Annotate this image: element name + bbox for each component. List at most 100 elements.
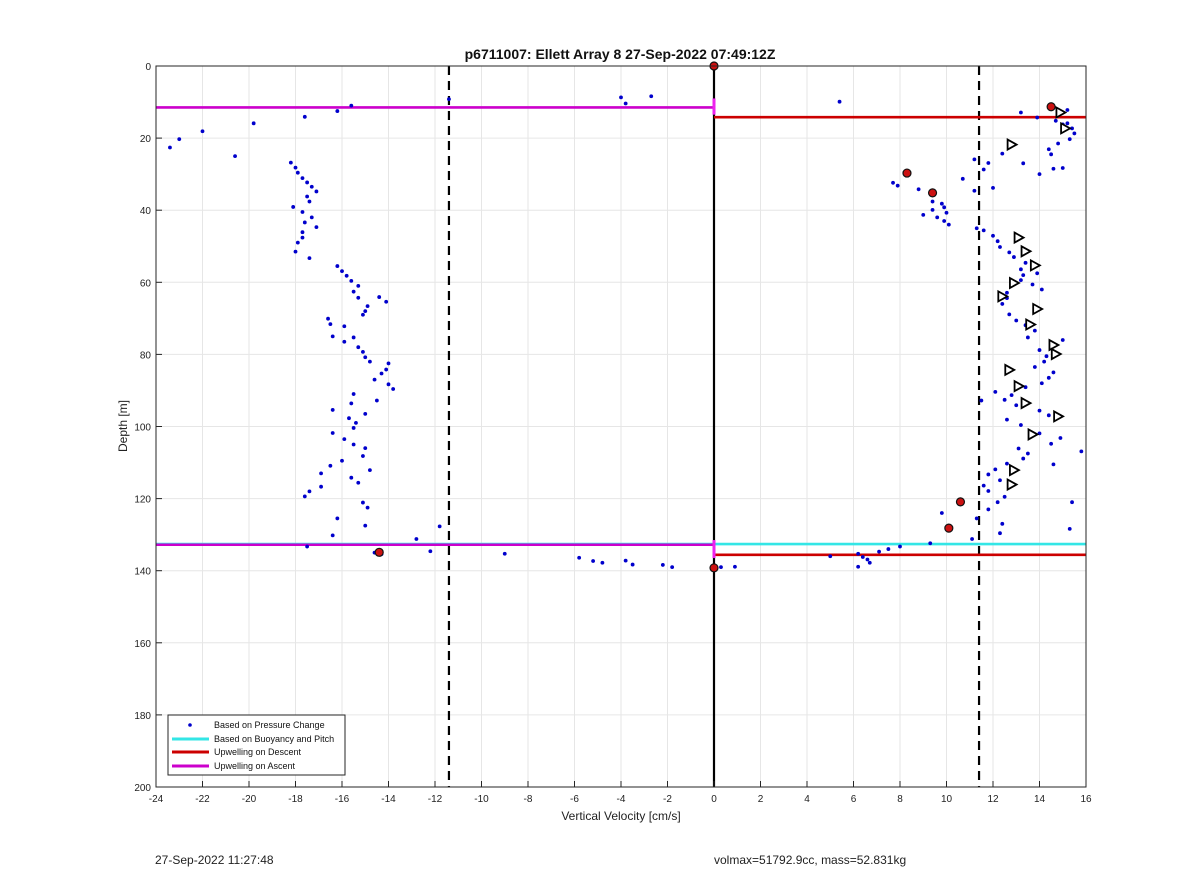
pressure-point bbox=[837, 99, 842, 104]
red-marker bbox=[902, 168, 912, 178]
pressure-point bbox=[335, 264, 340, 268]
triangle-marker bbox=[1032, 302, 1045, 316]
pressure-point bbox=[998, 531, 1002, 536]
pressure-point bbox=[351, 392, 356, 396]
pressure-point bbox=[981, 228, 986, 233]
triangle-marker bbox=[1053, 409, 1065, 423]
red-marker bbox=[927, 188, 938, 198]
pressure-point bbox=[1030, 282, 1035, 287]
pressure-point bbox=[363, 523, 368, 528]
pressure-point bbox=[895, 183, 900, 188]
pressure-point bbox=[891, 180, 895, 185]
pressure-point bbox=[828, 554, 833, 559]
pressure-point bbox=[939, 511, 944, 515]
y-tick-label: 200 bbox=[134, 783, 151, 794]
pressure-point bbox=[649, 94, 654, 99]
pressure-point bbox=[1046, 147, 1051, 152]
pressure-point bbox=[865, 557, 870, 562]
pressure-point bbox=[1012, 255, 1016, 259]
pressure-point bbox=[307, 489, 312, 494]
triangle-marker bbox=[1050, 347, 1063, 361]
triangle-marker bbox=[1006, 478, 1019, 492]
pressure-point bbox=[168, 145, 172, 150]
pressure-point bbox=[946, 222, 951, 227]
pressure-point bbox=[995, 239, 1000, 244]
pressure-point bbox=[300, 210, 305, 214]
pressure-point bbox=[365, 505, 370, 510]
y-tick-label: 20 bbox=[140, 134, 152, 145]
pressure-point bbox=[1019, 423, 1023, 427]
pressure-point bbox=[991, 233, 995, 238]
legend-label-buoyancy: Based on Buoyancy and Pitch bbox=[214, 734, 334, 744]
pressure-point bbox=[1000, 521, 1005, 526]
pressure-point bbox=[351, 426, 356, 430]
pressure-point bbox=[344, 273, 349, 278]
pressure-point bbox=[970, 537, 974, 541]
x-axis-ticks: -24 -22 -20 -18 -16 -14 -12 -10 -8 -6 -4 -2 0 2 4 6 8 10 1… bbox=[149, 781, 1092, 805]
y-tick-label: 40 bbox=[140, 206, 152, 217]
pressure-point bbox=[974, 226, 979, 231]
pressure-point bbox=[305, 180, 310, 185]
x-tick-label: 14 bbox=[1034, 794, 1046, 805]
pressure-point bbox=[356, 345, 361, 350]
triangle-marker bbox=[1013, 379, 1026, 393]
pressure-point bbox=[1025, 451, 1030, 456]
pressure-point bbox=[886, 547, 891, 551]
x-tick-label: -18 bbox=[288, 794, 303, 805]
pressure-point bbox=[1053, 118, 1058, 123]
x-axis-label: Vertical Velocity [cm/s] bbox=[561, 809, 680, 823]
pressure-point bbox=[300, 176, 305, 181]
pressure-point bbox=[363, 446, 368, 451]
pressure-point bbox=[877, 549, 881, 554]
triangle-marker bbox=[1055, 105, 1068, 120]
pressure-point bbox=[319, 484, 323, 489]
pressure-point bbox=[330, 408, 335, 412]
pressure-point bbox=[972, 157, 977, 162]
pressure-point bbox=[600, 560, 605, 565]
y-tick-label: 180 bbox=[134, 711, 151, 722]
pressure-point bbox=[356, 480, 361, 485]
x-tick-label: -4 bbox=[617, 794, 626, 805]
pressure-point bbox=[349, 475, 354, 480]
pressure-point bbox=[942, 205, 947, 210]
y-tick-label: 120 bbox=[134, 495, 151, 506]
y-tick-label: 140 bbox=[134, 567, 151, 578]
pressure-point bbox=[1002, 397, 1007, 402]
pressure-point bbox=[356, 284, 361, 288]
pressure-point bbox=[1037, 172, 1042, 177]
pressure-point bbox=[1065, 108, 1070, 112]
x-tick-label: -6 bbox=[570, 794, 579, 805]
pressure-point bbox=[302, 114, 307, 119]
pressure-point bbox=[295, 240, 300, 245]
triangle-marker bbox=[1013, 231, 1026, 245]
pressure-point bbox=[447, 97, 451, 102]
pressure-point bbox=[365, 304, 370, 308]
pressure-point bbox=[349, 401, 354, 406]
pressure-point bbox=[302, 220, 307, 225]
pressure-point bbox=[1051, 370, 1056, 375]
pressure-point bbox=[340, 269, 344, 274]
pressure-point bbox=[1019, 267, 1023, 272]
pressure-point bbox=[300, 235, 305, 240]
pressure-point bbox=[986, 472, 991, 477]
pressure-point bbox=[437, 524, 442, 529]
pressure-point bbox=[939, 201, 944, 206]
x-tick-label: -2 bbox=[663, 794, 672, 805]
pressure-point bbox=[309, 215, 314, 220]
pressure-point bbox=[1035, 271, 1040, 276]
pressure-point bbox=[1044, 354, 1049, 359]
triangle-marker bbox=[1029, 258, 1042, 272]
pressure-point bbox=[361, 454, 365, 458]
pressure-point bbox=[302, 494, 307, 499]
pressure-point bbox=[1060, 166, 1065, 170]
footer-float-info: volmax=51792.9cc, mass=52.831kg bbox=[714, 853, 907, 867]
pressure-point bbox=[1025, 335, 1030, 340]
pressure-point bbox=[733, 564, 737, 569]
pressure-point bbox=[1051, 166, 1056, 171]
legend: Based on Pressure Change Based on Buoyan… bbox=[167, 714, 346, 776]
pressure-point bbox=[719, 565, 723, 569]
pressure-point bbox=[591, 559, 595, 563]
y-axis-label: Depth [m] bbox=[116, 400, 130, 452]
pressure-point bbox=[1037, 348, 1042, 352]
pressure-point bbox=[368, 468, 372, 473]
